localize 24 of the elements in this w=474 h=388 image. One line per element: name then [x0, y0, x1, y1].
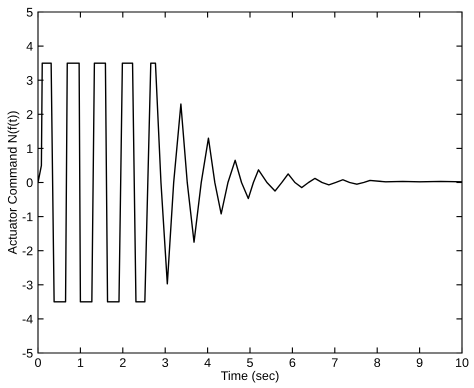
y-tick-label: -3 [22, 280, 33, 290]
y-tick-label: -2 [22, 246, 33, 256]
x-tick-label: 7 [332, 358, 338, 367]
x-tick-label: 10 [456, 358, 468, 368]
y-tick-label: 5 [26, 8, 33, 17]
y-tick-label: -5 [22, 348, 33, 358]
x-axis-title: Time (sec) [221, 370, 279, 383]
y-tick-label: 4 [26, 42, 33, 51]
y-tick-label: -1 [22, 212, 33, 222]
x-tick-label: 8 [374, 358, 380, 368]
x-tick-label: 2 [120, 358, 126, 367]
x-tick-label: 3 [162, 358, 168, 368]
x-tick-label: 4 [204, 358, 211, 367]
x-tick-label: 1 [78, 358, 84, 367]
x-tick-label: 6 [290, 358, 296, 368]
y-axis-title: Actuator Command N(f(t)) [8, 111, 20, 254]
y-tick-label: 0 [26, 178, 33, 188]
x-tick-label: 5 [247, 358, 253, 368]
y-tick-label: 1 [27, 144, 33, 153]
x-tick-label: 0 [35, 358, 41, 368]
y-tick-label: 2 [26, 110, 33, 119]
y-tick-label: 3 [26, 76, 33, 85]
y-tick-label: -4 [22, 314, 33, 324]
x-tick-label: 9 [416, 358, 422, 368]
